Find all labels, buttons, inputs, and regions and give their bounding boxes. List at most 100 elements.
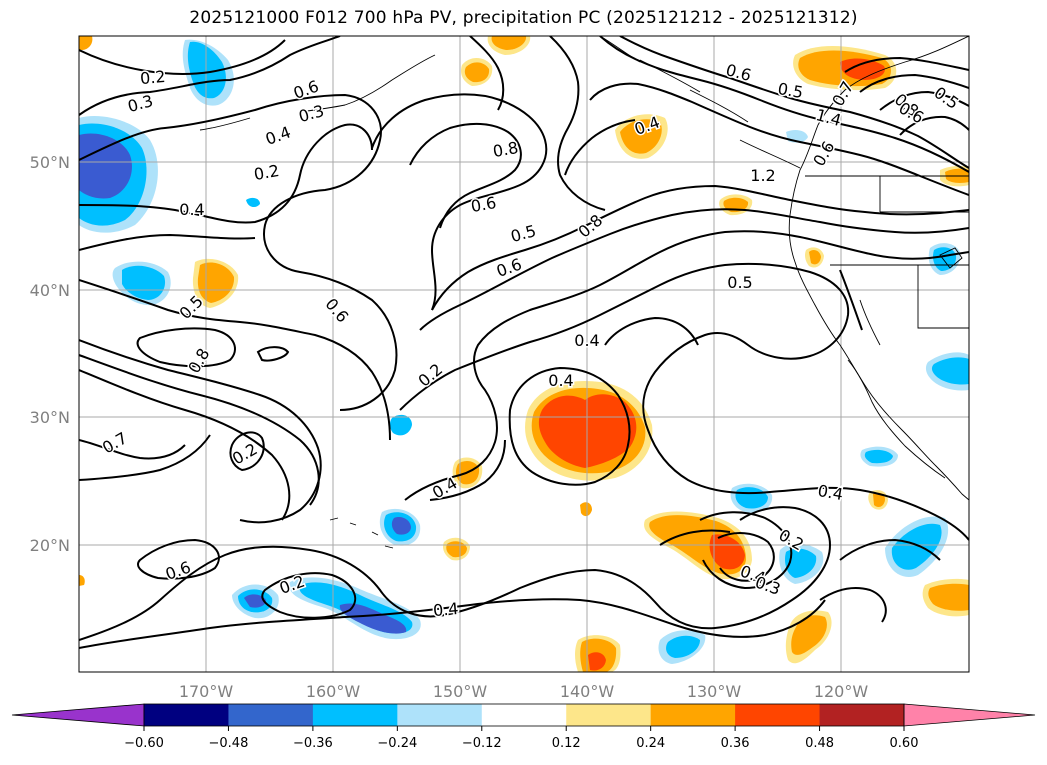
contour-line [256, 346, 290, 362]
colorbar-tick-label: −0.24 [377, 736, 417, 751]
contour-line [659, 529, 731, 546]
colorbar-tick-label: 0.60 [890, 736, 919, 751]
contour-line [137, 538, 220, 580]
lon-label: 130°W [687, 682, 742, 701]
contour-line [79, 598, 826, 649]
graticule [79, 36, 969, 672]
contour-line [604, 316, 699, 346]
pos-area [709, 534, 745, 570]
colorbar-extend-right [903, 703, 1036, 727]
lat-label: 40°N [30, 281, 70, 300]
lat-axis: 50°N 40°N 30°N 20°N [30, 153, 70, 555]
contour-line [589, 82, 969, 196]
contour-line [409, 122, 522, 229]
pos-area [464, 62, 490, 83]
colorbar-tick-label: 0.24 [636, 736, 665, 751]
colorbar-segment [819, 704, 905, 726]
lon-label: 160°W [306, 682, 361, 701]
contour-line [879, 90, 969, 111]
colorbar-tick-label: −0.36 [293, 736, 333, 751]
contour-line [564, 119, 636, 176]
neg-area [244, 594, 266, 608]
lat-label: 20°N [30, 536, 70, 555]
neg-area [339, 603, 407, 634]
contour-line [79, 439, 186, 460]
contour-line [404, 230, 969, 501]
contour-line [469, 36, 505, 111]
pos-area [873, 492, 885, 508]
contour-label: 1.4 [814, 105, 844, 130]
pos-area [840, 58, 885, 80]
neg-area [79, 133, 132, 199]
neg-area [391, 517, 411, 535]
colorbar-segment [481, 704, 567, 726]
map-layers [79, 36, 969, 672]
contour-line [819, 587, 887, 623]
colorbar-segment [397, 704, 483, 726]
colorbar [11, 703, 1036, 727]
neg-area [891, 523, 942, 570]
lon-label: 140°W [560, 682, 615, 701]
contour-line [79, 369, 291, 521]
colorbar-tick-label: 0.36 [721, 736, 750, 751]
colorbar-extend-left [11, 703, 145, 727]
pos-area [588, 652, 606, 671]
contour-label: 0.4 [179, 200, 204, 219]
contour-line [599, 36, 969, 173]
lon-label: 150°W [433, 682, 488, 701]
contour-line [839, 269, 863, 331]
pos-area [928, 583, 969, 611]
contour-label: 1.2 [750, 166, 775, 185]
colorbar-frame [143, 703, 905, 727]
colorbar-tick-label: −0.60 [124, 736, 164, 751]
colorbar-ticks: −0.60 −0.48 −0.36 −0.24 −0.12 0.12 0.24 0.36 0.4… [124, 726, 918, 751]
lat-label: 30°N [30, 408, 70, 427]
colorbar-segment [312, 704, 398, 726]
pos-area [809, 249, 821, 265]
neg-area [864, 449, 893, 464]
colorbar-tick-label: −0.12 [462, 736, 502, 751]
contour-line [79, 39, 286, 75]
contour-line [844, 56, 969, 73]
map-title: 2025121000 F012 700 hPa PV, precipitatio… [189, 8, 858, 28]
colorbar-tick-label: −0.48 [209, 736, 249, 751]
pos-area [620, 119, 662, 154]
pos-area [791, 615, 827, 655]
pos-area [491, 36, 527, 50]
lon-label: 170°W [179, 682, 234, 701]
contour-line [136, 327, 236, 368]
lon-label: 120°W [814, 682, 869, 701]
contour-line [229, 431, 265, 472]
contour-line [508, 366, 631, 486]
pos-area [79, 575, 85, 586]
contour-line [371, 93, 548, 311]
neg-area [246, 197, 260, 208]
contour-label: 0.5 [727, 273, 752, 292]
pv-contours [79, 36, 969, 649]
contour-label: 0.2 [139, 67, 166, 88]
neg-area [931, 357, 969, 385]
contour-line [549, 36, 606, 211]
contour-line [619, 36, 969, 169]
contour-line [79, 354, 320, 506]
contour-label: 0.5 [776, 79, 804, 102]
colorbar-segment [735, 704, 821, 726]
contour-line [839, 538, 941, 561]
neg-area [785, 548, 817, 578]
colorbar-segment [228, 704, 314, 726]
contour-line [859, 73, 969, 93]
contour-line [79, 279, 391, 441]
contour-line [399, 262, 969, 541]
contour-line [79, 36, 341, 116]
neg-area [122, 265, 166, 300]
lon-axis: 170°W 160°W 150°W 140°W 130°W 120°W [179, 682, 869, 701]
lat-label: 50°N [30, 153, 70, 172]
colorbar-segment [650, 704, 736, 726]
contour-line [899, 115, 969, 136]
pos-area [79, 36, 93, 50]
contour-label: 0.4 [574, 331, 599, 350]
coastlines [199, 36, 969, 549]
contour-line [79, 93, 398, 411]
contour-line [79, 339, 322, 524]
contour-line [261, 572, 357, 619]
